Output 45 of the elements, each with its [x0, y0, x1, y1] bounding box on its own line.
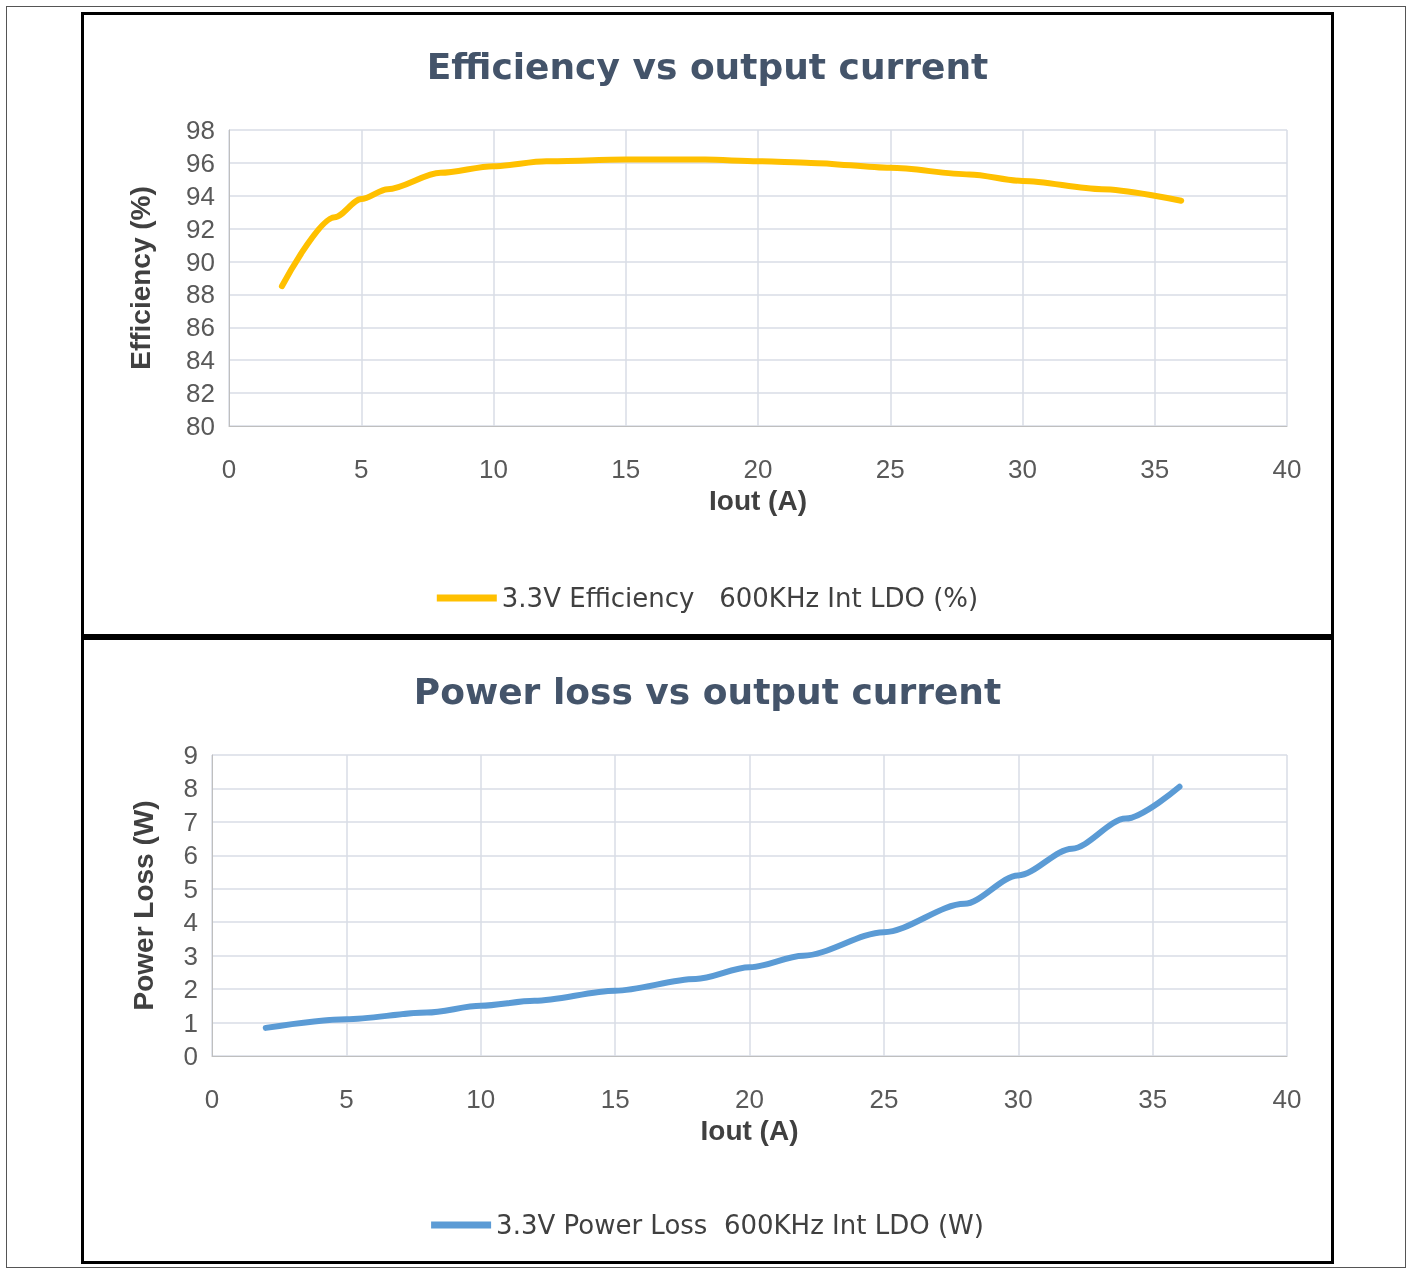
x-tick-label: 30 [1008, 454, 1037, 484]
y-tick-label: 8 [183, 773, 198, 804]
y-tick-label: 5 [183, 873, 198, 904]
y-tick-label: 7 [183, 806, 198, 837]
y-tick-label: 6 [183, 840, 198, 871]
x-axis-title: Iout (A) [709, 484, 807, 516]
y-tick-label: 9 [183, 740, 198, 770]
legend-label: 3.3V Power Loss 600KHz Int LDO (W) [496, 1210, 984, 1240]
y-tick-label: 0 [183, 1041, 198, 1071]
x-tick-label: 5 [354, 454, 369, 484]
chart-title: Efficiency vs output current [426, 45, 989, 87]
x-tick-label: 15 [611, 454, 641, 484]
x-axis-title: Iout (A) [700, 1114, 799, 1146]
y-tick-label: 82 [186, 378, 215, 409]
y-tick-label: 88 [186, 279, 215, 310]
x-tick-label: 0 [221, 454, 237, 484]
y-axis-title: Efficiency (%) [124, 186, 156, 370]
y-tick-label: 1 [183, 1007, 198, 1038]
y-tick-label: 96 [186, 147, 215, 178]
legend-label: 3.3V Efficiency 600KHz Int LDO (%) [501, 583, 979, 613]
y-tick-label: 90 [186, 246, 215, 277]
y-tick-label: 92 [186, 213, 215, 244]
x-tick-label: 25 [875, 454, 905, 484]
y-tick-label: 94 [186, 180, 215, 211]
x-tick-label: 30 [1003, 1084, 1033, 1114]
y-tick-label: 86 [186, 312, 215, 343]
x-tick-label: 20 [743, 454, 773, 484]
y-tick-label: 80 [186, 411, 215, 441]
y-axis-title: Power Loss (W) [127, 800, 159, 1011]
y-tick-label: 2 [183, 974, 198, 1005]
x-tick-label: 10 [479, 454, 508, 484]
x-tick-label: 25 [869, 1084, 899, 1114]
y-tick-label: 3 [183, 940, 198, 971]
x-tick-label: 20 [735, 1084, 764, 1114]
x-tick-label: 40 [1272, 454, 1302, 484]
x-tick-label: 10 [466, 1084, 496, 1114]
y-tick-label: 84 [186, 345, 215, 376]
x-tick-label: 40 [1272, 1084, 1302, 1114]
y-tick-label: 98 [186, 115, 215, 145]
x-tick-label: 35 [1138, 1084, 1168, 1114]
y-tick-label: 4 [183, 907, 198, 938]
x-tick-label: 35 [1140, 454, 1170, 484]
x-tick-label: 15 [600, 1084, 630, 1114]
x-tick-label: 5 [339, 1084, 354, 1114]
chart-title: Power loss vs output current [413, 670, 1002, 712]
